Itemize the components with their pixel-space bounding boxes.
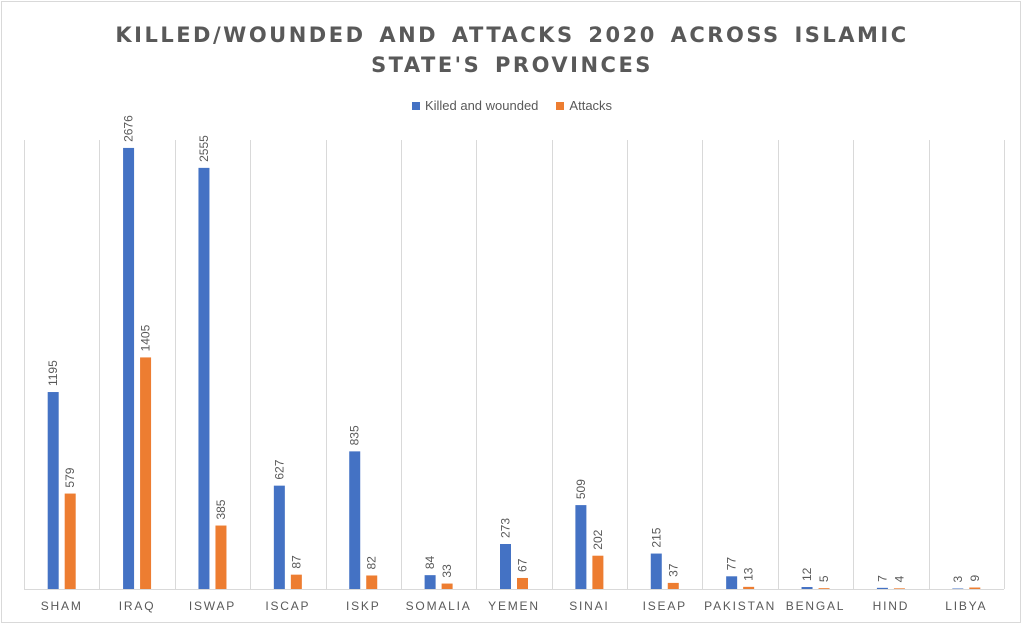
data-label-killed-wounded-pakistan: 77 <box>725 557 739 571</box>
bar-attacks-yemen <box>517 577 528 589</box>
chart-legend: Killed and wounded Attacks <box>2 98 1022 113</box>
data-label-attacks-iscap: 87 <box>289 555 303 569</box>
data-label-killed-wounded-iraq: 2676 <box>122 115 136 142</box>
bar-killed-wounded-iseap <box>650 553 662 589</box>
bar-killed-wounded-libya <box>952 588 964 590</box>
bar-attacks-iskp <box>366 575 378 589</box>
bar-attacks-sham <box>64 493 76 589</box>
legend-item-killed-wounded: Killed and wounded <box>411 98 539 113</box>
data-label-attacks-yemen: 67 <box>516 558 530 572</box>
data-label-killed-wounded-iscap: 627 <box>272 459 286 479</box>
data-label-attacks-iraq: 1405 <box>139 324 153 351</box>
legend-swatch-attacks <box>556 101 565 110</box>
legend-label-killed-wounded: Killed and wounded <box>424 98 539 113</box>
data-label-attacks-libya: 9 <box>968 575 982 582</box>
bar-attacks-iswap <box>215 525 227 589</box>
legend-label-attacks: Attacks <box>569 98 613 113</box>
bar-attacks-bengal <box>818 588 830 589</box>
data-label-killed-wounded-bengal: 12 <box>800 567 814 581</box>
x-tick-label-iseap: ISEAP <box>643 599 687 613</box>
legend-swatch-killed-wounded <box>411 101 420 110</box>
data-label-killed-wounded-somalia: 84 <box>423 555 437 569</box>
data-label-attacks-sham: 579 <box>63 467 77 487</box>
data-label-killed-wounded-iswap: 2555 <box>197 135 211 162</box>
bar-attacks-hind <box>893 588 905 589</box>
x-tick-label-yemen: YEMEN <box>488 599 540 613</box>
bar-attacks-somalia <box>441 583 453 589</box>
data-label-attacks-hind: 4 <box>892 575 906 582</box>
bar-killed-wounded-sinai <box>575 505 587 589</box>
x-tick-label-pakistan: PAKISTAN <box>704 599 776 613</box>
bar-attacks-sinai <box>592 555 604 589</box>
x-tick-label-sinai: SINAI <box>569 599 609 613</box>
bar-attacks-libya <box>969 587 981 589</box>
data-label-killed-wounded-sinai: 509 <box>574 479 588 499</box>
data-label-attacks-pakistan: 13 <box>742 567 756 581</box>
chart-title-line-2: STATE'S PROVINCES <box>371 53 653 77</box>
bar-killed-wounded-hind <box>876 587 888 589</box>
x-tick-label-iskp: ISKP <box>346 599 381 613</box>
data-label-attacks-iskp: 82 <box>365 556 379 570</box>
data-label-killed-wounded-hind: 7 <box>875 575 889 582</box>
x-tick-label-iscap: ISCAP <box>265 599 310 613</box>
chart-title: KILLED/WOUNDED AND ATTACKS 2020 ACROSS I… <box>2 20 1022 80</box>
bar-killed-wounded-somalia <box>424 575 436 589</box>
data-label-killed-wounded-iseap: 215 <box>649 527 663 547</box>
data-label-attacks-iseap: 37 <box>666 563 680 577</box>
bar-killed-wounded-bengal <box>801 587 813 589</box>
x-tick-label-hind: HIND <box>873 599 910 613</box>
bar-killed-wounded-sham <box>47 392 59 589</box>
data-label-attacks-iswap: 385 <box>214 499 228 519</box>
x-tick-label-libya: LIBYA <box>945 599 987 613</box>
bar-attacks-iscap <box>290 574 302 589</box>
bar-attacks-iraq <box>140 357 152 589</box>
x-tick-label-somalia: SOMALIA <box>406 599 472 613</box>
legend-item-attacks: Attacks <box>556 98 612 113</box>
x-tick-label-iswap: ISWAP <box>189 599 236 613</box>
bar-killed-wounded-iskp <box>349 451 361 589</box>
data-label-attacks-sinai: 202 <box>591 529 605 549</box>
bar-killed-wounded-iswap <box>198 167 210 589</box>
x-tick-label-bengal: BENGAL <box>786 599 846 613</box>
data-label-killed-wounded-yemen: 273 <box>499 518 513 538</box>
bar-killed-wounded-yemen <box>500 544 511 589</box>
data-label-killed-wounded-iskp: 835 <box>348 425 362 445</box>
bar-killed-wounded-pakistan <box>726 576 738 589</box>
data-label-attacks-bengal: 5 <box>817 575 831 582</box>
bar-killed-wounded-iscap <box>273 485 285 589</box>
bar-attacks-pakistan <box>743 586 755 589</box>
bar-killed-wounded-iraq <box>123 147 135 589</box>
data-label-killed-wounded-sham: 1195 <box>46 360 60 386</box>
chart-title-line-1: KILLED/WOUNDED AND ATTACKS 2020 ACROSS I… <box>115 23 909 47</box>
bar-attacks-iseap <box>667 582 679 589</box>
data-label-killed-wounded-libya: 3 <box>951 576 965 583</box>
data-label-attacks-somalia: 33 <box>440 564 454 578</box>
x-tick-label-sham: SHAM <box>41 599 83 613</box>
x-tick-label-iraq: IRAQ <box>119 599 156 613</box>
